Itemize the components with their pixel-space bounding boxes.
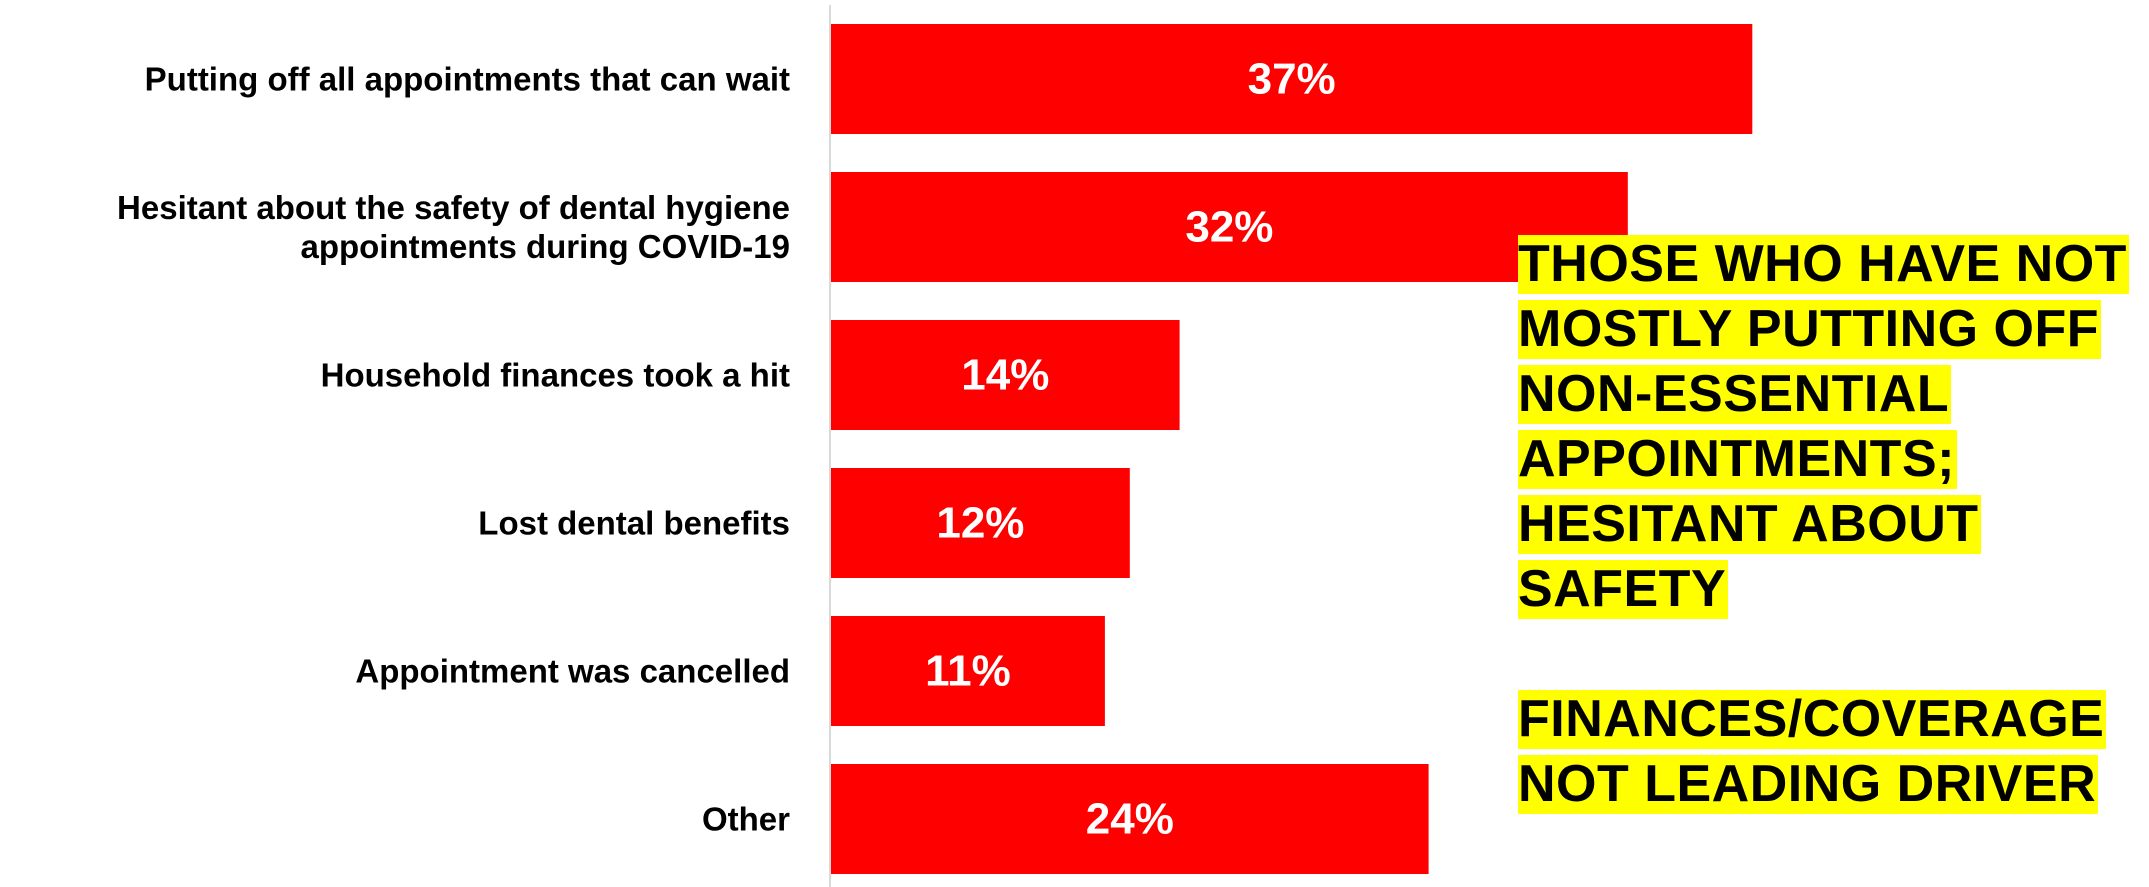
bar-2 — [831, 172, 1628, 282]
category-label-3-line-1: Household finances took a hit — [321, 357, 790, 394]
callout-paragraph-2: FINANCES/COVERAGE NOT LEADING DRIVER — [1518, 687, 2138, 817]
category-label-6-line-1: Other — [702, 801, 790, 838]
category-label-2-line-1: Hesitant about the safety of dental hygi… — [117, 189, 790, 226]
value-label-5: 11% — [925, 647, 1011, 696]
callout-text-2: FINANCES/COVERAGE NOT LEADING DRIVER — [1518, 690, 2107, 814]
bar-5 — [831, 616, 1105, 726]
category-label-6: Other — [702, 801, 790, 838]
category-label-1-line-1: Putting off all appointments that can wa… — [145, 61, 790, 98]
callout-text-1: THOSE WHO HAVE NOT MOSTLY PUTTING OFF NO… — [1518, 235, 2129, 619]
value-label-1: 37% — [1248, 55, 1336, 104]
bar-1 — [831, 24, 1753, 134]
category-label-1: Putting off all appointments that can wa… — [145, 61, 790, 98]
category-label-5-line-1: Appointment was cancelled — [355, 653, 790, 690]
category-label-4-line-1: Lost dental benefits — [478, 505, 790, 542]
category-label-3: Household finances took a hit — [321, 357, 790, 394]
category-label-2-line-2: appointments during COVID-19 — [300, 228, 790, 265]
category-label-2: Hesitant about the safety of dental hygi… — [117, 189, 790, 265]
value-label-6: 24% — [1086, 795, 1174, 844]
bar-6 — [831, 764, 1429, 874]
category-label-4: Lost dental benefits — [478, 505, 790, 542]
callout-box: THOSE WHO HAVE NOT MOSTLY PUTTING OFF NO… — [1518, 232, 2138, 817]
callout-paragraph-1: THOSE WHO HAVE NOT MOSTLY PUTTING OFF NO… — [1518, 232, 2138, 622]
value-label-2: 32% — [1185, 203, 1273, 252]
value-label-3: 14% — [961, 351, 1049, 400]
bar-4 — [831, 468, 1130, 578]
bar-3 — [831, 320, 1180, 430]
category-label-5: Appointment was cancelled — [355, 653, 790, 690]
value-label-4: 12% — [936, 499, 1024, 548]
